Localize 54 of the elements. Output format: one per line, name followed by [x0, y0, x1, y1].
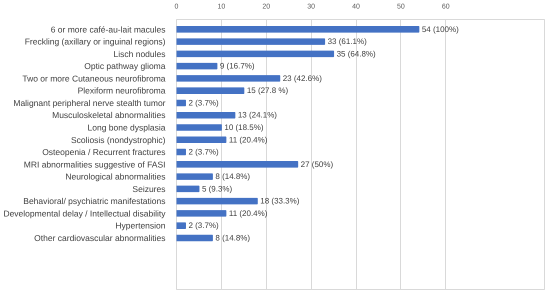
data-label: 10 (18.5%): [224, 123, 264, 132]
data-label: 33 (61.1%): [328, 37, 368, 46]
y-tick-label: Plexiform neurofibroma: [78, 86, 166, 96]
bar: [176, 198, 258, 204]
bar: [176, 87, 244, 94]
data-label: 2 (3.7%): [188, 221, 220, 230]
data-label: 11 (20.4%): [228, 208, 268, 218]
bar: [176, 148, 186, 156]
data-label: 13 (24.1%): [238, 110, 278, 120]
y-tick-label: Seizures: [132, 184, 166, 194]
data-label: 11 (20.4%): [228, 135, 268, 144]
bar: [176, 26, 420, 33]
y-tick-label: Hypertension: [115, 220, 166, 231]
data-label: 27 (50%): [300, 160, 334, 169]
data-label: 35 (64.8%): [336, 49, 376, 58]
bar: [176, 222, 186, 229]
data-label: 18 (33.3%): [260, 196, 300, 206]
y-tick-label: Freckling (axillary or inguinal regions): [24, 36, 166, 47]
y-tick-label: Neurological abnormalities: [65, 172, 166, 182]
y-tick-label: Scoliosis (nondystrophic): [71, 134, 166, 145]
y-tick-label: Other cardiovascular abnormalities: [34, 232, 166, 243]
y-tick-label: Musculoskeletal abnormalities: [52, 110, 166, 120]
bar: [176, 234, 213, 242]
data-label: 15 (27.8 %): [246, 86, 289, 96]
y-tick-label: Two or more Cutaneous neurofibroma: [22, 73, 166, 84]
data-label: 9 (16.7%): [220, 62, 255, 71]
bar: [176, 62, 218, 70]
y-tick-label: Osteopenia / Recurrent fractures: [42, 147, 166, 158]
y-tick-label: Long bone dysplasia: [88, 122, 166, 132]
bar: [176, 161, 298, 168]
y-tick-label: Optic pathway glioma: [84, 61, 166, 72]
data-label: 8 (14.8%): [215, 233, 250, 242]
bar: [176, 186, 200, 192]
bar: [176, 38, 326, 45]
bar: [176, 75, 280, 82]
y-tick-label: Lisch nodules: [114, 48, 166, 59]
data-label: 23 (42.6%): [282, 74, 322, 83]
bar: [176, 210, 226, 217]
data-label: 8 (14.8%): [215, 172, 250, 182]
bar: [176, 100, 186, 106]
y-tick-label: Behavioral/ psychiatric manifestations: [23, 196, 166, 206]
y-tick-label: Developmental delay / Intellectual disability: [3, 208, 166, 218]
bar: [176, 173, 213, 180]
data-label: 54 (100%): [422, 24, 460, 34]
bar: [176, 112, 236, 118]
data-label: 5 (9.3%): [202, 184, 233, 194]
y-tick-label: 6 or more café-au-lait macules: [50, 24, 166, 34]
data-label: 2 (3.7%): [188, 148, 220, 157]
y-tick-label: MRI abnormalities suggestive of FASI: [24, 159, 166, 170]
bar: [176, 50, 334, 58]
bar: [176, 124, 222, 131]
bar: [176, 136, 226, 144]
data-label: 2 (3.7%): [188, 98, 220, 108]
y-tick-label: Malignant peripheral nerve stealth tumor: [13, 98, 166, 108]
